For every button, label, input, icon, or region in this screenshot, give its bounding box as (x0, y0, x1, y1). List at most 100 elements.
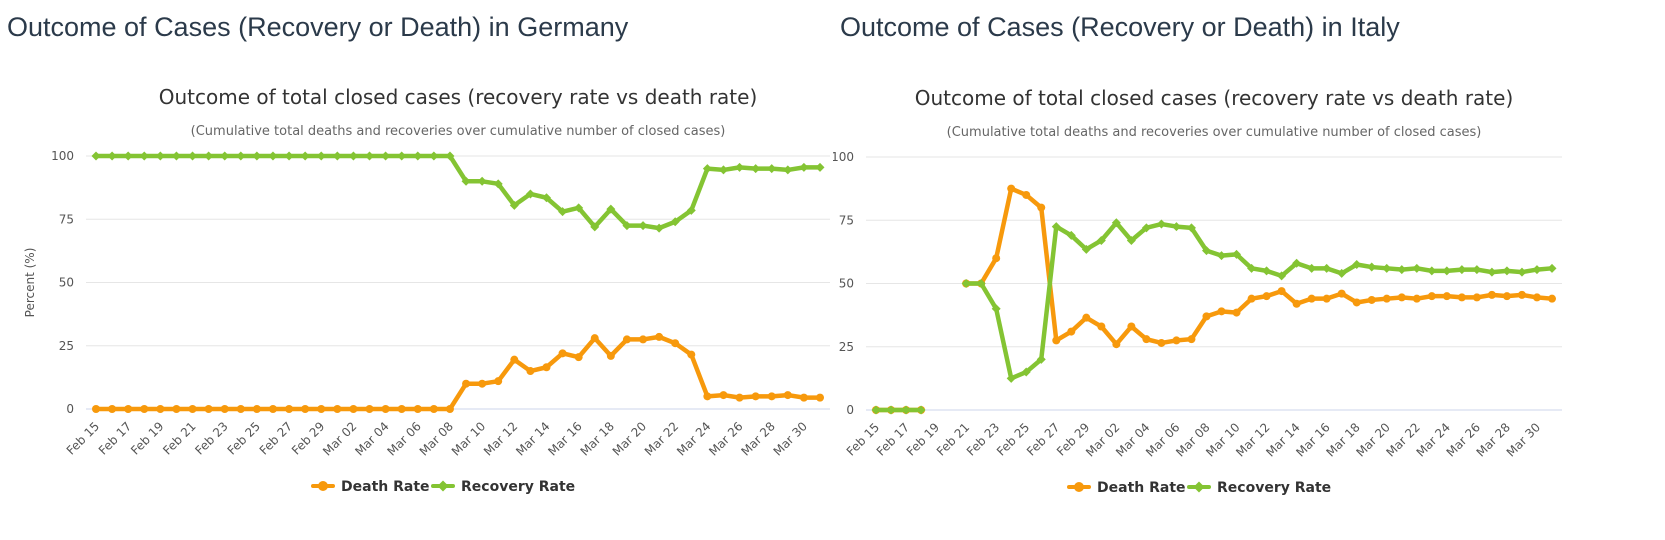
data-point (1367, 295, 1376, 304)
x-tick-label: Feb 19 (904, 420, 942, 458)
data-point (1171, 222, 1181, 232)
data-point (1097, 322, 1106, 331)
data-point (349, 405, 358, 413)
data-point (461, 176, 471, 186)
data-point (816, 393, 824, 402)
data-point (429, 405, 438, 413)
data-point (1112, 340, 1121, 349)
data-point (622, 335, 631, 344)
data-point (204, 405, 213, 413)
series-line (93, 334, 823, 412)
data-point (1548, 294, 1556, 303)
data-point (542, 363, 551, 372)
data-point (284, 151, 294, 161)
data-point (1187, 335, 1196, 344)
legend-item-death-rate: Death Rate (311, 479, 430, 495)
data-point (268, 405, 277, 413)
x-tick-label: Mar 12 (481, 419, 520, 458)
data-point (1337, 268, 1347, 278)
data-point (991, 304, 1001, 314)
germany-panel: Outcome of Cases (Recovery or Death) in … (0, 0, 832, 540)
data-point (1307, 263, 1317, 273)
data-point (1427, 266, 1437, 276)
series-recovery-rate (91, 151, 825, 233)
x-tick-label: Mar 30 (1504, 420, 1543, 459)
data-point (1202, 312, 1211, 321)
data-point (654, 223, 664, 233)
data-point (1472, 265, 1482, 275)
data-point (494, 377, 503, 386)
x-tick-label: Feb 17 (96, 419, 134, 457)
data-point (333, 405, 342, 413)
data-point (871, 405, 881, 415)
x-tick-label: Feb 23 (192, 419, 230, 457)
series-death-rate (92, 332, 824, 413)
data-point (735, 162, 745, 172)
data-point (815, 162, 825, 172)
data-point (1532, 293, 1541, 302)
data-point (961, 279, 971, 288)
data-point (1337, 289, 1346, 298)
data-point (1412, 294, 1421, 303)
data-point (1502, 266, 1512, 276)
x-tick-label: Mar 02 (320, 419, 359, 458)
data-point (590, 334, 599, 343)
y-tick-label: 100 (833, 150, 854, 164)
x-tick-label: Feb 15 (64, 419, 102, 457)
data-point (1457, 293, 1466, 302)
data-point (541, 193, 551, 203)
data-point (1157, 338, 1166, 347)
x-tick-label: Feb 15 (844, 420, 882, 458)
data-point (381, 405, 390, 413)
data-point (1442, 292, 1451, 301)
data-point (1022, 190, 1031, 199)
data-point (1442, 266, 1452, 276)
data-point (916, 405, 926, 415)
x-tick-label: Feb 27 (257, 419, 295, 457)
data-point (1277, 287, 1286, 296)
data-point (429, 151, 439, 161)
data-point (156, 405, 165, 413)
data-point (1217, 307, 1226, 316)
data-point (123, 151, 133, 161)
data-point (91, 151, 101, 161)
x-tick-label: Mar 20 (610, 419, 649, 458)
data-point (348, 151, 358, 161)
data-point (1141, 223, 1151, 233)
data-point (1142, 335, 1151, 344)
data-point (1517, 267, 1527, 277)
data-point (1156, 219, 1166, 229)
data-point (1006, 373, 1016, 383)
data-point (301, 405, 310, 413)
data-point (1262, 266, 1272, 276)
y-tick-label: 75 (59, 212, 74, 226)
data-point (574, 353, 583, 362)
data-point (1322, 263, 1332, 273)
data-point (886, 405, 896, 415)
data-point (590, 222, 600, 232)
data-point (1066, 230, 1076, 240)
x-tick-label: Feb 29 (289, 419, 327, 457)
data-point (139, 151, 149, 161)
data-point (751, 164, 761, 174)
legend-item-death-rate: Death Rate (1067, 480, 1186, 496)
x-tick-label: Mar 24 (674, 419, 713, 458)
data-point (655, 332, 664, 341)
data-point (445, 405, 454, 413)
data-point (719, 391, 728, 400)
x-tick-label: Feb 27 (1024, 420, 1062, 458)
data-point (702, 164, 712, 174)
data-point (268, 151, 278, 161)
data-point (317, 405, 326, 413)
series-line (873, 220, 1555, 413)
data-point (639, 335, 648, 344)
x-tick-label: Feb 23 (964, 420, 1002, 458)
data-point (478, 379, 487, 388)
data-point (1457, 265, 1467, 275)
data-point (1292, 258, 1302, 268)
data-point (687, 350, 696, 359)
data-point (1036, 354, 1046, 364)
x-tick-label: Feb 21 (934, 420, 972, 458)
series-line (873, 186, 1555, 413)
data-point (1201, 246, 1211, 256)
